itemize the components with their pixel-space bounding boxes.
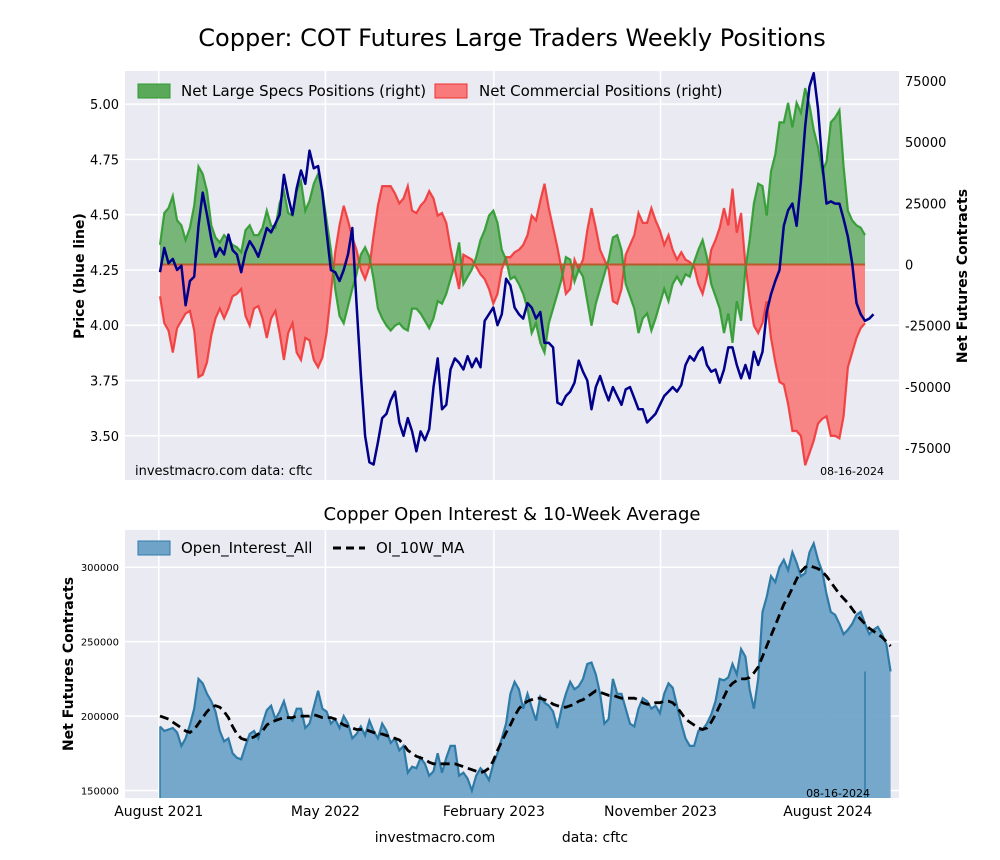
- price-tick-label-3: 4.25: [90, 264, 119, 279]
- price-tick-label-5: 4.75: [90, 153, 119, 168]
- cot-legend: Net Large Specs Positions (right) Net Co…: [137, 82, 723, 100]
- specs-area: [160, 88, 865, 353]
- price-line: [158, 71, 875, 466]
- footer-site: investmacro.com: [375, 830, 495, 846]
- contracts-tick-label-1: -50000: [905, 381, 951, 396]
- moving-average-group: [159, 564, 892, 775]
- price-tick-label-4: 4.50: [90, 209, 119, 224]
- legend-label-open-interest: Open_Interest_All: [181, 539, 312, 558]
- date-tick-label-1: May 2022: [291, 804, 360, 820]
- price-tick-label-0: 3.50: [90, 430, 119, 445]
- open-interest-legend: Open_Interest_All OI_10W_MA: [137, 539, 465, 558]
- price-tick-label-2: 4.00: [90, 319, 119, 334]
- cot-date-stamp: 08-16-2024: [820, 465, 884, 478]
- footer-data-source: data: cftc: [562, 830, 628, 846]
- cot-areas: [158, 87, 866, 466]
- date-tick-label-2: February 2023: [443, 804, 545, 820]
- open-interest-date-stamp: 08-16-2024: [806, 787, 870, 800]
- date-tick-label-0: August 2021: [114, 804, 203, 820]
- open-interest-axis-ticks: 150000 200000 250000 300000: [81, 563, 119, 797]
- cot-chart: 3.50 3.75 4.00 4.25 4.50 4.75 5.00 -75000 -5000…: [72, 71, 971, 480]
- legend-swatch-specs: [137, 83, 171, 99]
- oi-tick-label-2: 250000: [81, 638, 119, 649]
- contracts-axis-ticks: -75000 -50000 -25000 0 25000 50000 75000: [905, 75, 951, 457]
- price-axis-ticks: 3.50 3.75 4.00 4.25 4.50 4.75 5.00: [90, 98, 119, 445]
- open-interest-area: [160, 543, 891, 798]
- legend-label-commercial: Net Commercial Positions (right): [479, 82, 723, 100]
- legend-swatch-commercial: [434, 83, 468, 99]
- oi-tick-label-0: 150000: [81, 787, 119, 798]
- commercial-area: [160, 183, 865, 466]
- price-line-group: [158, 71, 875, 466]
- price-tick-label-6: 5.00: [90, 98, 119, 113]
- date-tick-label-3: November 2023: [604, 804, 717, 820]
- price-axis-label: Price (blue line): [72, 213, 88, 339]
- contracts-tick-label-5: 50000: [905, 136, 946, 151]
- legend-label-specs: Net Large Specs Positions (right): [181, 82, 426, 100]
- specs-line: [158, 87, 866, 357]
- open-interest-chart: Copper Open Interest & 10-Week Average 1…: [61, 504, 899, 820]
- date-tick-label-4: August 2024: [783, 804, 872, 820]
- contracts-tick-label-3: 0: [905, 258, 913, 273]
- legend-swatch-open-interest: [137, 540, 171, 556]
- contracts-tick-label-4: 25000: [905, 197, 946, 212]
- oi-tick-label-1: 200000: [81, 712, 119, 723]
- contracts-tick-label-0: -75000: [905, 442, 951, 457]
- commercial-line: [158, 181, 866, 466]
- oi-tick-label-3: 300000: [81, 563, 119, 574]
- contracts-axis-label: Net Futures Contracts: [955, 189, 971, 363]
- cot-watermark: investmacro.com data: cftc: [135, 464, 313, 479]
- open-interest-title: Copper Open Interest & 10-Week Average: [324, 504, 701, 525]
- price-tick-label-1: 3.75: [90, 375, 119, 390]
- contracts-tick-label-2: -25000: [905, 320, 951, 335]
- open-interest-axis-label: Net Futures Contracts: [61, 577, 77, 751]
- moving-average-line: [159, 564, 892, 775]
- legend-label-moving-average: OI_10W_MA: [376, 539, 465, 558]
- figure-title: Copper: COT Futures Large Traders Weekly…: [198, 24, 825, 52]
- contracts-tick-label-6: 75000: [905, 75, 946, 90]
- date-axis-ticks: August 2021 May 2022 February 2023 November…: [114, 804, 872, 820]
